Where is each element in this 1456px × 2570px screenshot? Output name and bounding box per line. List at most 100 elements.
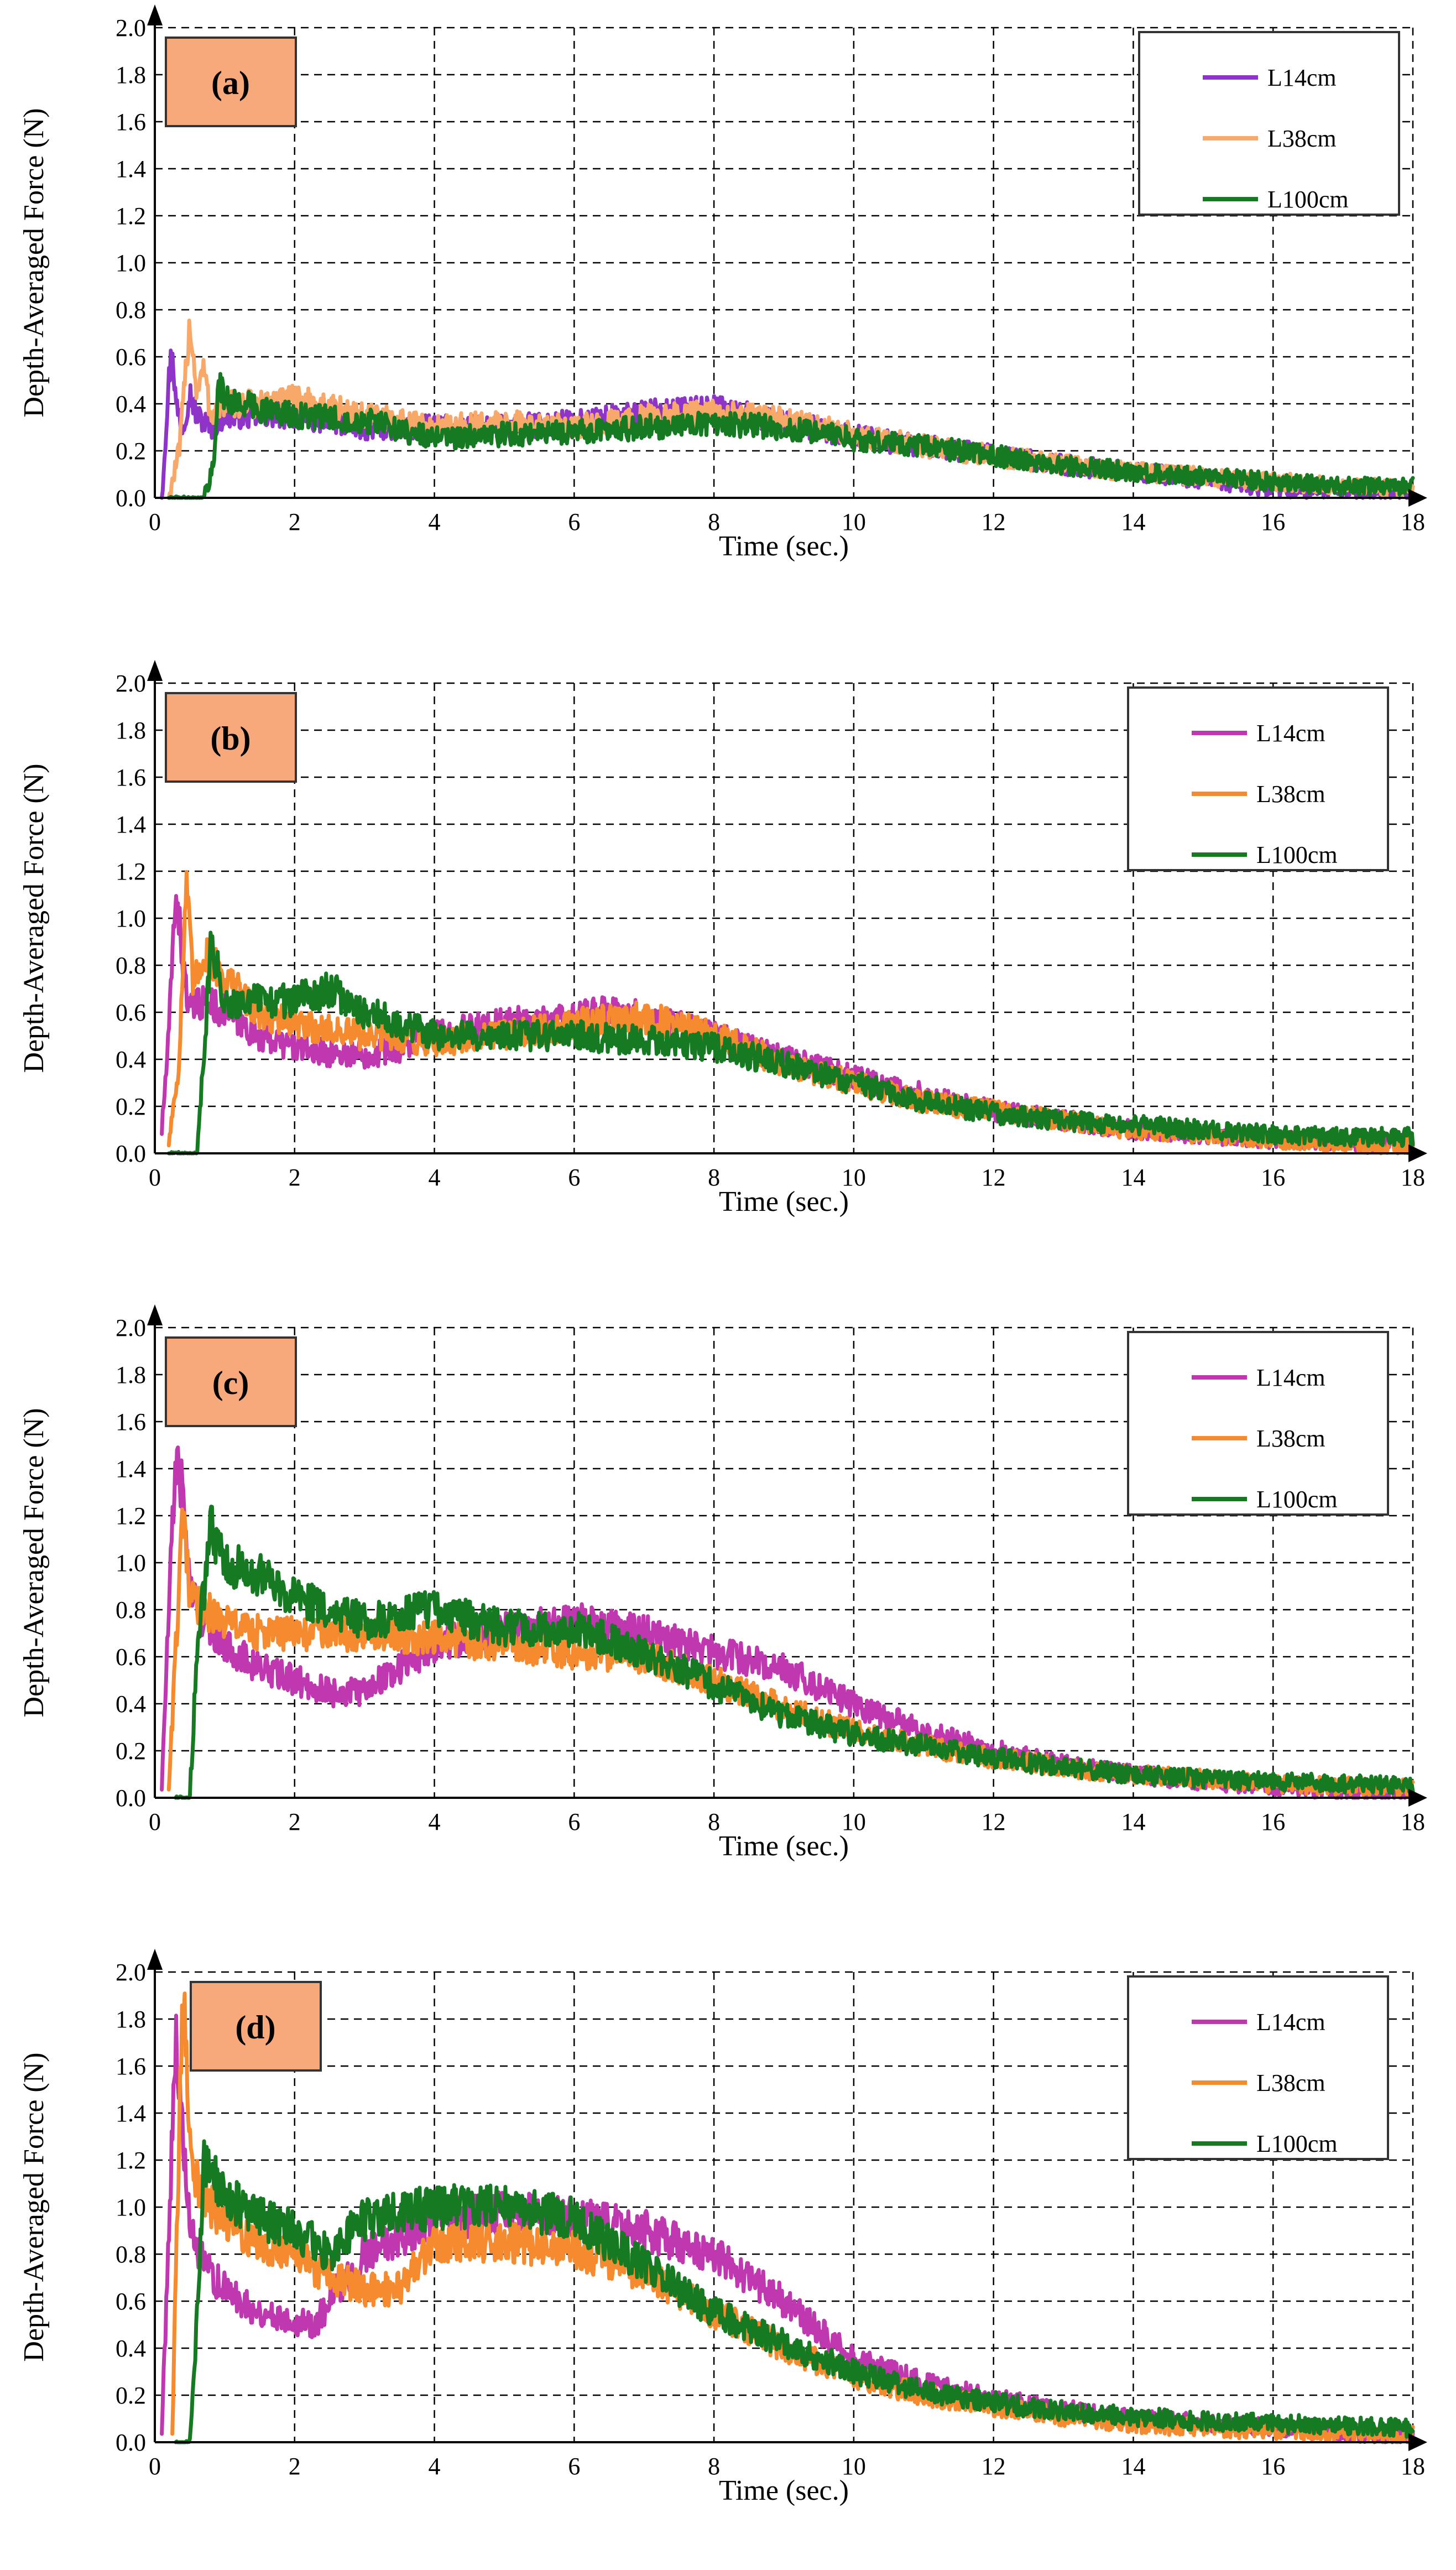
y-tick-label: 1.6 <box>116 764 146 791</box>
x-tick-label: 10 <box>842 1164 866 1191</box>
panel-tag-box <box>190 1981 322 2072</box>
y-tick-label: 0.6 <box>116 999 146 1026</box>
y-axis-label: Depth-Averaged Force (N) <box>18 2052 50 2361</box>
chart-panel-d: 0 2 4 6 8 10 12 14 16 18 0.0 0.2 0.4 0.6 0.8 1.0 1.2 1.4 1… <box>18 1949 1427 2506</box>
y-tick-label: 1.0 <box>116 2194 146 2221</box>
y-tick-label: 1.8 <box>116 2006 146 2033</box>
x-tick-label: 14 <box>1121 508 1145 535</box>
y-tick-label: 0.0 <box>116 1140 146 1167</box>
legend-box <box>1138 31 1400 216</box>
panel-tag-box <box>165 692 297 783</box>
legend-label: L100cm <box>1256 1486 1338 1513</box>
y-tick-label: 1.4 <box>116 1455 146 1482</box>
legend-label: L38cm <box>1256 1425 1325 1452</box>
x-tick-label: 14 <box>1121 1164 1145 1191</box>
y-tick-label: 2.0 <box>116 1959 146 1986</box>
legend-label: L14cm <box>1256 2009 1325 2036</box>
legend-label: L14cm <box>1256 1364 1325 1391</box>
x-tick-label: 18 <box>1401 508 1425 535</box>
series-line-l100cm <box>166 372 1415 500</box>
y-tick-label: 0.6 <box>116 344 146 371</box>
x-axis-label: Time (sec.) <box>719 1830 849 1862</box>
x-tick-label: 4 <box>429 508 441 535</box>
x-tick-label: 4 <box>429 1808 441 1835</box>
y-tick-label: 1.0 <box>116 1549 146 1577</box>
y-tick-label: 1.2 <box>116 1502 146 1529</box>
legend-label: L100cm <box>1267 186 1349 213</box>
legend-label: L100cm <box>1256 2130 1338 2157</box>
y-tick-label: 1.6 <box>116 108 146 136</box>
x-axis-label: Time (sec.) <box>719 1186 849 1218</box>
panel-tag-label: (c) <box>212 1365 249 1401</box>
x-tick-label: 12 <box>982 1164 1006 1191</box>
x-tick-label: 2 <box>289 508 301 535</box>
x-tick-label: 4 <box>429 1164 441 1191</box>
y-tick-label: 0.6 <box>116 2288 146 2315</box>
legend-label: L38cm <box>1267 125 1337 152</box>
x-axis-label: Time (sec.) <box>719 2475 849 2506</box>
x-tick-label: 10 <box>842 2453 866 2480</box>
x-axis-arrow-icon <box>1408 2433 1427 2451</box>
y-tick-label: 0.8 <box>116 2241 146 2268</box>
y-tick-label: 0.6 <box>116 1643 146 1671</box>
x-tick-label: 10 <box>842 508 866 535</box>
series-line-l100cm <box>174 2139 1415 2444</box>
y-axis-arrow-icon <box>147 1304 163 1325</box>
legend-label: L38cm <box>1256 2069 1325 2096</box>
panel-tag-box <box>165 1336 297 1427</box>
x-tick-label: 8 <box>708 1164 720 1191</box>
y-tick-label: 0.0 <box>116 485 146 512</box>
y-tick-label: 0.4 <box>116 2335 146 2362</box>
y-axis-label: Depth-Averaged Force (N) <box>18 1408 50 1717</box>
x-tick-label: 4 <box>429 2453 441 2480</box>
x-tick-label: 16 <box>1261 508 1285 535</box>
x-tick-label: 6 <box>568 2453 580 2480</box>
series-line-l100cm <box>166 930 1415 1156</box>
y-tick-label: 0.2 <box>116 1737 146 1765</box>
panel-tag-label: (d) <box>235 2009 275 2046</box>
y-tick-label: 1.2 <box>116 202 146 230</box>
x-tick-label: 6 <box>568 1808 580 1835</box>
y-tick-label: 1.2 <box>116 858 146 885</box>
y-tick-label: 1.8 <box>116 717 146 744</box>
y-axis-arrow-icon <box>147 1949 163 1970</box>
y-tick-label: 1.4 <box>116 811 146 838</box>
x-tick-label: 16 <box>1261 2453 1285 2480</box>
legend-label: L14cm <box>1267 64 1337 91</box>
series-line-l38cm <box>166 1507 1415 1799</box>
y-tick-label: 1.8 <box>116 1361 146 1388</box>
y-tick-label: 0.0 <box>116 1785 146 1812</box>
y-tick-label: 0.2 <box>116 438 146 465</box>
y-tick-label: 0.8 <box>116 1596 146 1624</box>
y-tick-label: 1.4 <box>116 2100 146 2127</box>
y-axis-arrow-icon <box>147 4 163 25</box>
y-tick-label: 0.2 <box>116 2382 146 2409</box>
x-tick-label: 0 <box>149 508 161 535</box>
legend-box <box>1127 1331 1389 1516</box>
x-tick-label: 0 <box>149 1808 161 1835</box>
x-tick-label: 8 <box>708 508 720 535</box>
x-tick-label: 16 <box>1261 1808 1285 1835</box>
y-tick-label: 2.0 <box>116 1314 146 1341</box>
y-axis-arrow-icon <box>147 660 163 681</box>
x-tick-label: 12 <box>982 2453 1006 2480</box>
chart-panel-b: 0 2 4 6 8 10 12 14 16 18 0.0 0.2 0.4 0.6 0.8 1.0 1.2 1.4 1… <box>18 660 1427 1218</box>
x-tick-label: 8 <box>708 1808 720 1835</box>
y-tick-label: 0.4 <box>116 391 146 418</box>
y-tick-label: 1.6 <box>116 2053 146 2080</box>
legend-box <box>1127 1975 1389 2160</box>
y-tick-label: 0.2 <box>116 1093 146 1120</box>
y-axis-label: Depth-Averaged Force (N) <box>18 763 50 1073</box>
x-tick-label: 10 <box>842 1808 866 1835</box>
legend-box <box>1127 686 1389 871</box>
x-tick-label: 0 <box>149 1164 161 1191</box>
x-tick-label: 18 <box>1401 1808 1425 1835</box>
y-axis-label: Depth-Averaged Force (N) <box>18 108 50 417</box>
x-tick-label: 6 <box>568 1164 580 1191</box>
x-tick-label: 2 <box>289 1164 301 1191</box>
y-tick-label: 0.8 <box>116 952 146 979</box>
x-tick-label: 12 <box>982 1808 1006 1835</box>
x-tick-label: 14 <box>1121 1808 1145 1835</box>
x-tick-label: 8 <box>708 2453 720 2480</box>
